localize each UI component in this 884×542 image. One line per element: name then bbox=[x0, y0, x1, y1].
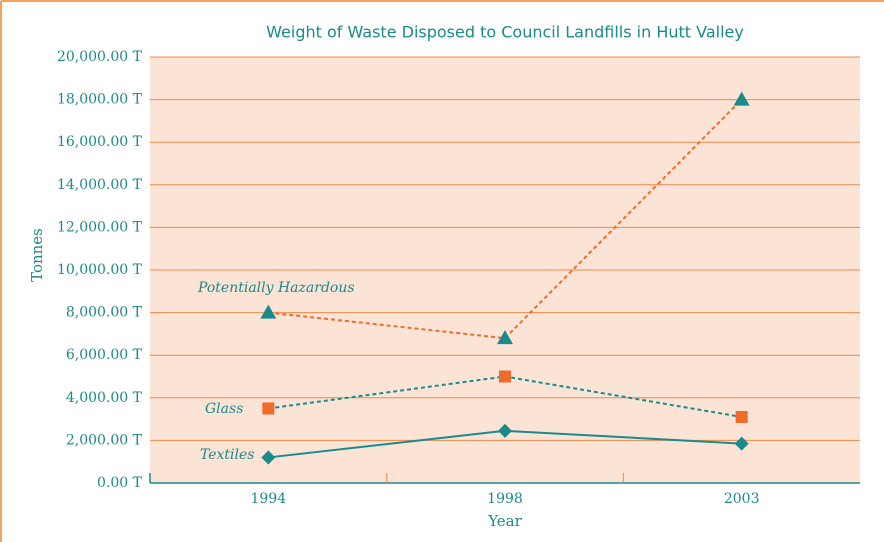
marker bbox=[499, 370, 511, 383]
chart-title: Weight of Waste Disposed to Council Land… bbox=[266, 23, 744, 42]
marker bbox=[498, 423, 512, 438]
marker bbox=[261, 450, 276, 465]
marker bbox=[497, 330, 513, 345]
y-tick-label: 4,000.00 T bbox=[66, 390, 143, 406]
marker bbox=[734, 436, 749, 451]
y-tick-label: 8,000.00 T bbox=[66, 305, 143, 321]
series-label: Textiles bbox=[200, 447, 254, 463]
y-axis-label: Tonnes bbox=[28, 228, 46, 282]
x-tick-label: 2003 bbox=[724, 491, 760, 507]
x-tick-label: 1998 bbox=[487, 491, 523, 507]
y-tick-label: 14,000.00 T bbox=[57, 177, 143, 193]
marker bbox=[260, 304, 277, 319]
marker bbox=[733, 91, 750, 106]
y-tick-label: 12,000.00 T bbox=[57, 219, 143, 235]
marker bbox=[262, 402, 275, 415]
x-axis-label: Year bbox=[487, 512, 522, 530]
series-label: Potentially Hazardous bbox=[197, 280, 355, 296]
y-tick-label: 20,000.00 T bbox=[57, 49, 143, 65]
y-tick-label: 0.00 T bbox=[97, 475, 143, 491]
marker bbox=[735, 410, 748, 423]
y-tick-label: 6,000.00 T bbox=[66, 347, 143, 363]
y-tick-label: 18,000.00 T bbox=[57, 92, 143, 108]
series-label: Glass bbox=[205, 401, 243, 417]
y-tick-label: 2,000.00 T bbox=[66, 432, 143, 448]
x-tick-label: 1994 bbox=[251, 491, 287, 507]
y-tick-label: 16,000.00 T bbox=[57, 134, 143, 150]
y-tick-label: 10,000.00 T bbox=[57, 262, 143, 278]
